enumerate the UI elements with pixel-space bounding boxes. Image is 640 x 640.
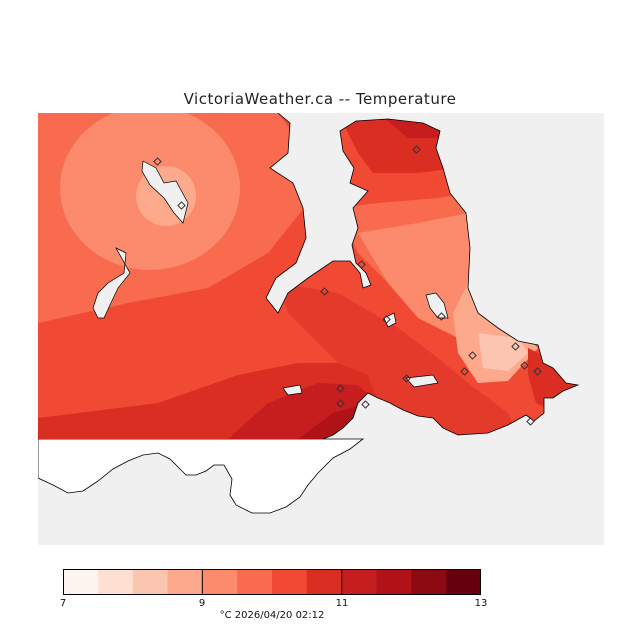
lake — [425, 292, 449, 319]
legend-swatch — [237, 569, 273, 595]
legend-swatch — [202, 569, 238, 595]
legend-tick-label: 7 — [59, 598, 67, 609]
lake — [141, 160, 189, 224]
legend-swatch — [411, 569, 447, 595]
coastline — [265, 113, 580, 440]
legend-tick-label: 13 — [474, 598, 488, 609]
lower-landmass — [38, 438, 365, 514]
legend-swatch — [446, 569, 481, 595]
weather-stations — [153, 145, 542, 426]
legend-swatch — [272, 569, 308, 595]
legend-caption: °C 2026/04/20 02:12 — [219, 610, 325, 621]
color-legend — [63, 569, 481, 595]
map-title: VictoriaWeather.ca -- Temperature — [183, 90, 457, 108]
legend-swatch — [341, 569, 377, 595]
legend-swatch — [97, 569, 134, 595]
temperature-map — [38, 113, 604, 545]
legend-swatch — [167, 569, 203, 595]
lake — [92, 247, 131, 319]
lake — [405, 374, 439, 388]
legend-swatch — [63, 569, 99, 595]
legend-swatch — [376, 569, 412, 595]
legend-swatch — [132, 569, 168, 595]
legend-swatch — [306, 569, 343, 595]
legend-tick-label: 11 — [335, 598, 349, 609]
legend-tick-label: 9 — [198, 598, 206, 609]
lake — [282, 384, 303, 396]
